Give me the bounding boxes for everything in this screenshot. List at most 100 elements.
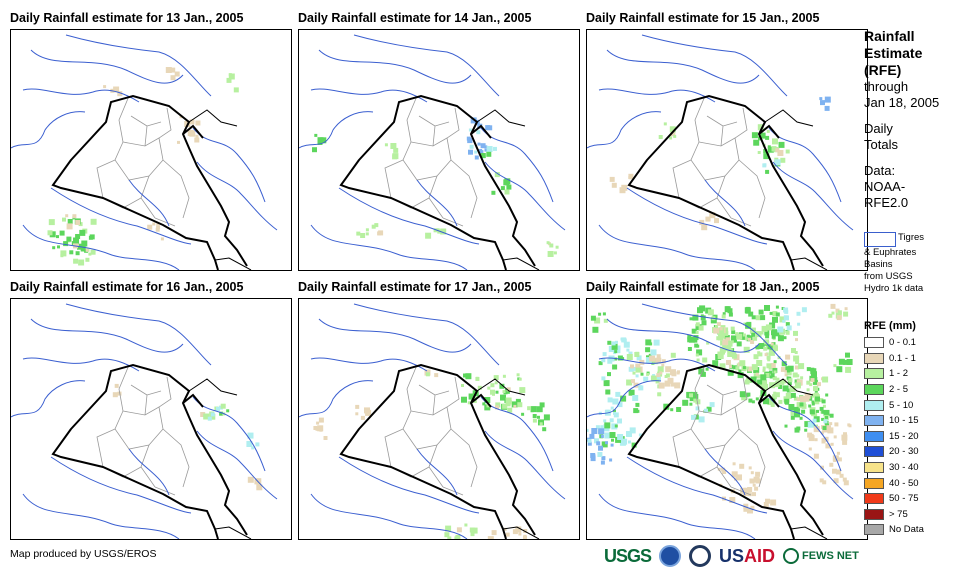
rainfall-cell [765,334,770,339]
rainfall-cell [655,357,662,364]
legend-label: No Data [889,524,924,536]
rainfall-cell [532,418,537,423]
rainfall-cell [842,359,848,365]
rainfall-cell [610,406,614,410]
rainfall-cell [692,314,699,321]
rainfall-cell [700,315,706,321]
rainfall-cell [755,331,762,338]
basin-outline [606,49,760,84]
rainfall-cell [682,399,689,406]
rainfall-cell [743,346,750,353]
rainfall-cell [789,386,796,392]
rainfall-cell [769,311,773,315]
rainfall-cell [390,143,397,149]
rainfall-cell [516,373,520,377]
rainfall-cell [523,534,527,538]
rainfall-cell [784,309,789,314]
rainfall-cell [745,322,752,329]
rainfall-cell [59,230,65,236]
province-boundary [706,384,738,416]
rainfall-cell [784,373,788,377]
rainfall-cell [687,347,692,351]
rainfall-cell [75,234,81,239]
rainfall-cell [493,375,499,381]
rainfall-cell [696,358,700,362]
sidebar-daily: Daily [864,121,893,136]
province-boundary [130,384,162,416]
rainfall-cell [744,487,750,493]
rainfall-cell [455,534,461,539]
rainfall-cell [695,406,700,411]
rainfall-cell [532,414,537,418]
rainfall-cell [638,385,644,391]
rainfall-cell [365,228,369,232]
rainfall-cell [806,367,811,372]
rainfall-cell [804,428,808,432]
rainfall-cell [114,383,119,388]
rainfall-cell [635,363,641,369]
rainfall-cell [736,474,742,481]
rainfall-cell [603,380,610,387]
rainfall-cell [737,372,744,379]
rainfall-cell [634,352,640,357]
rainfall-cell [765,373,770,377]
basin-outline [353,34,500,97]
rainfall-cell [615,348,621,354]
rainfall-cell [718,331,724,338]
legend-label: 5 - 10 [889,399,914,411]
rainfall-cell [85,248,89,252]
rainfall-cell [600,434,604,438]
rainfall-cell [830,442,834,446]
rainfall-cell [771,148,775,152]
rainfall-cell [778,399,783,404]
legend-label: 10 - 15 [889,415,919,427]
rainfall-cell [726,360,731,365]
rainfall-cell [617,434,624,440]
rainfall-cell [628,440,631,444]
rainfall-cell [113,86,120,93]
rainfall-cell [845,366,852,373]
rainfall-cell [823,419,828,424]
rainfall-cell [318,417,324,423]
basin-outline [704,448,746,496]
legend-swatch [864,384,884,396]
rainfall-cell [735,332,738,336]
rainfall-cell [635,367,641,373]
rainfall-cell [811,402,815,406]
rainfall-cell [763,153,770,160]
legend-rows: 0 - 0.1 0.1 - 1 1 - 2 2 - 5 5 - 10 10 - 15 15 … [864,335,964,538]
rainfall-cell [798,363,805,370]
rainfall-cell [820,431,824,435]
rainfall-cell [774,330,781,337]
legend-swatch [864,477,884,489]
rainfall-cell [699,219,705,225]
legend-label: 0.1 - 1 [889,352,916,364]
rainfall-cell [747,366,753,372]
rainfall-cell [628,389,635,396]
rainfall-cell [499,383,505,389]
rainfall-cell [770,363,776,368]
rainfall-cell [744,337,748,341]
neighbor-border [188,378,252,539]
rainfall-cell [555,245,559,249]
rainfall-cell [752,483,756,487]
usgs-logo: USGS [604,545,652,566]
legend-item: 15 - 20 [864,429,964,445]
rainfall-cell [833,459,837,462]
rainfall-cell [777,326,784,333]
rainfall-cell [657,376,661,381]
province-boundary [418,384,450,416]
rainfall-cell [313,426,318,430]
rainfall-cell [677,370,680,374]
rainfall-cell [748,466,752,470]
rainfall-cell [727,351,734,357]
province-boundary [690,364,748,450]
rainfall-cell [829,422,833,426]
province-boundary [690,95,748,181]
rainfall-cell [750,505,755,510]
rainfall-cell [674,382,681,389]
rainfall-cell [704,408,708,413]
map-panel-16jan [10,298,292,540]
rainfall-cell [763,163,767,167]
province-boundary [114,95,172,181]
